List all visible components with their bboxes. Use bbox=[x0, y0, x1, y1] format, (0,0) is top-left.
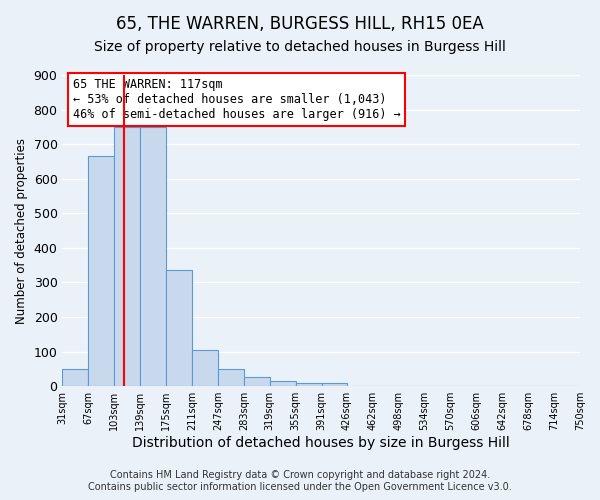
Text: Size of property relative to detached houses in Burgess Hill: Size of property relative to detached ho… bbox=[94, 40, 506, 54]
Bar bbox=[218, 369, 244, 386]
Text: 65, THE WARREN, BURGESS HILL, RH15 0EA: 65, THE WARREN, BURGESS HILL, RH15 0EA bbox=[116, 15, 484, 33]
Bar bbox=[270, 381, 296, 386]
Bar bbox=[62, 369, 88, 386]
Bar bbox=[192, 350, 218, 386]
Bar bbox=[296, 383, 322, 386]
Bar bbox=[114, 127, 140, 386]
X-axis label: Distribution of detached houses by size in Burgess Hill: Distribution of detached houses by size … bbox=[133, 436, 510, 450]
Bar bbox=[88, 156, 114, 386]
Bar bbox=[244, 376, 270, 386]
Bar bbox=[166, 270, 192, 386]
Bar bbox=[140, 127, 166, 386]
Bar bbox=[322, 384, 347, 386]
Text: Contains public sector information licensed under the Open Government Licence v3: Contains public sector information licen… bbox=[88, 482, 512, 492]
Y-axis label: Number of detached properties: Number of detached properties bbox=[15, 138, 28, 324]
Text: Contains HM Land Registry data © Crown copyright and database right 2024.: Contains HM Land Registry data © Crown c… bbox=[110, 470, 490, 480]
Text: 65 THE WARREN: 117sqm
← 53% of detached houses are smaller (1,043)
46% of semi-d: 65 THE WARREN: 117sqm ← 53% of detached … bbox=[73, 78, 401, 121]
